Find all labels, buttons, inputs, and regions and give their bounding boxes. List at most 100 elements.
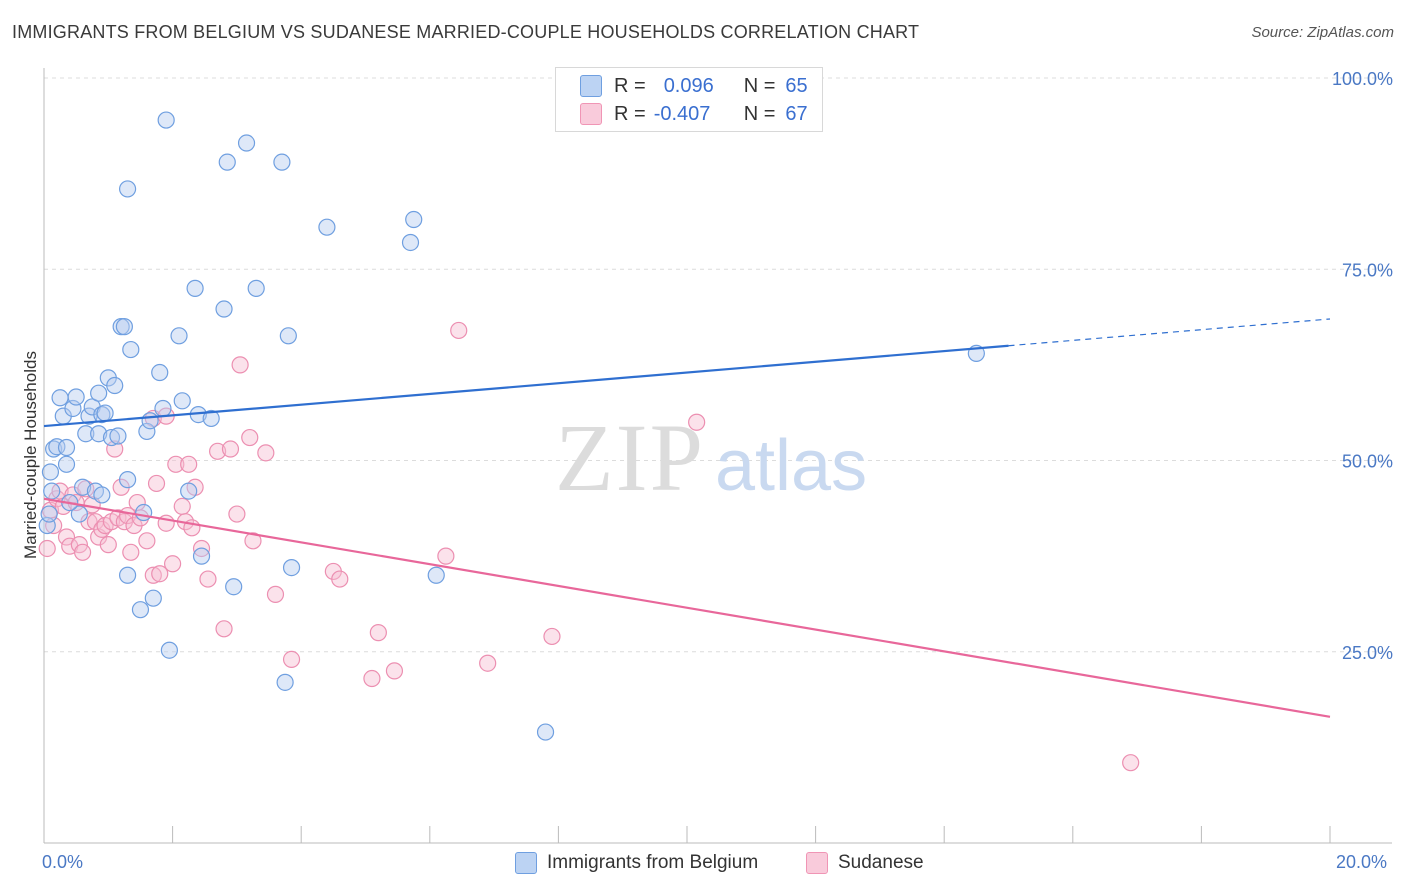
data-point[interactable]	[106, 376, 124, 395]
data-point[interactable]	[437, 547, 455, 565]
legend-row-belgium: R = 0.096 N = 65	[580, 73, 808, 99]
data-point[interactable]	[57, 438, 76, 457]
data-point[interactable]	[241, 428, 259, 447]
data-point[interactable]	[70, 505, 88, 523]
data-point[interactable]	[282, 650, 301, 669]
data-point[interactable]	[151, 565, 169, 583]
belgium-trend-extension	[1008, 318, 1331, 347]
data-point[interactable]	[427, 566, 445, 584]
data-point[interactable]	[385, 662, 404, 680]
data-point[interactable]	[215, 620, 233, 638]
data-point[interactable]	[118, 471, 137, 489]
data-point[interactable]	[138, 422, 156, 441]
data-point[interactable]	[164, 555, 182, 573]
data-point[interactable]	[215, 300, 233, 318]
data-point[interactable]	[279, 327, 297, 345]
data-point[interactable]	[67, 388, 85, 406]
data-point[interactable]	[118, 180, 137, 198]
data-point[interactable]	[536, 723, 555, 741]
data-point[interactable]	[688, 413, 706, 431]
data-point[interactable]	[138, 532, 156, 550]
data-point[interactable]	[48, 438, 66, 456]
data-point[interactable]	[51, 389, 69, 407]
legend-row-sudanese: R = -0.407 N = 67	[580, 101, 808, 127]
data-point[interactable]	[199, 570, 217, 588]
data-point[interactable]	[109, 427, 127, 445]
data-point[interactable]	[115, 318, 133, 336]
data-point[interactable]	[73, 478, 92, 496]
data-point[interactable]	[154, 399, 172, 418]
data-point[interactable]	[57, 528, 76, 546]
data-point[interactable]	[170, 327, 188, 345]
data-point[interactable]	[160, 641, 178, 659]
data-point[interactable]	[43, 482, 61, 500]
data-point[interactable]	[273, 153, 291, 171]
data-point[interactable]	[257, 444, 275, 462]
belgium-points	[38, 111, 985, 741]
data-point[interactable]	[77, 425, 95, 443]
data-point[interactable]	[276, 673, 294, 691]
data-point[interactable]	[231, 356, 249, 374]
data-point[interactable]	[1122, 754, 1140, 772]
data-point[interactable]	[131, 601, 150, 619]
data-point[interactable]	[144, 566, 162, 584]
data-point[interactable]	[479, 654, 497, 672]
data-point[interactable]	[318, 218, 336, 236]
data-point[interactable]	[141, 412, 159, 430]
data-point[interactable]	[80, 407, 98, 425]
data-point[interactable]	[202, 409, 220, 428]
data-point[interactable]	[73, 543, 92, 561]
series-legend-belgium: Immigrants from Belgium	[515, 852, 758, 874]
data-point[interactable]	[173, 392, 191, 410]
data-point[interactable]	[218, 153, 236, 171]
data-point[interactable]	[192, 547, 211, 565]
data-point[interactable]	[209, 442, 227, 460]
data-point[interactable]	[135, 503, 153, 522]
data-point[interactable]	[157, 111, 175, 129]
y-tick-label: 75.0%	[1342, 260, 1393, 280]
data-point[interactable]	[41, 463, 60, 481]
data-point[interactable]	[405, 210, 423, 229]
data-point[interactable]	[363, 669, 381, 688]
data-point[interactable]	[369, 624, 387, 642]
data-point[interactable]	[90, 384, 108, 402]
data-point[interactable]	[186, 279, 204, 297]
data-point[interactable]	[40, 505, 58, 523]
data-point[interactable]	[144, 589, 162, 607]
data-point[interactable]	[122, 340, 140, 359]
data-point[interactable]	[167, 455, 185, 473]
data-point[interactable]	[45, 440, 63, 458]
legend-r-value: -0.407	[653, 102, 711, 125]
data-point[interactable]	[282, 558, 301, 577]
legend-n-value: 65	[785, 74, 808, 97]
data-point[interactable]	[228, 505, 246, 523]
data-point[interactable]	[225, 578, 243, 596]
data-point[interactable]	[247, 279, 265, 297]
data-point[interactable]	[401, 233, 420, 252]
data-point[interactable]	[180, 455, 198, 473]
data-point[interactable]	[118, 566, 137, 584]
data-point[interactable]	[221, 440, 240, 458]
data-point[interactable]	[173, 497, 191, 515]
data-point[interactable]	[122, 543, 140, 561]
data-point[interactable]	[543, 627, 561, 646]
data-point[interactable]	[90, 425, 108, 443]
legend-n-label: N =	[743, 74, 776, 97]
series-swatch-blue	[515, 852, 537, 874]
data-point[interactable]	[151, 363, 169, 382]
data-point[interactable]	[237, 134, 256, 152]
data-point[interactable]	[266, 585, 285, 603]
data-point[interactable]	[99, 536, 117, 554]
data-point[interactable]	[38, 539, 56, 558]
data-point[interactable]	[96, 404, 114, 422]
data-point[interactable]	[93, 486, 111, 504]
x-axis-max-label: 20.0%	[1336, 852, 1388, 872]
data-point[interactable]	[244, 532, 262, 550]
data-point[interactable]	[450, 321, 468, 340]
data-point[interactable]	[102, 428, 121, 447]
legend-r-label: R =	[614, 102, 646, 125]
data-point[interactable]	[147, 474, 166, 493]
data-point[interactable]	[57, 455, 76, 473]
data-point[interactable]	[180, 482, 198, 500]
data-point[interactable]	[331, 570, 349, 588]
